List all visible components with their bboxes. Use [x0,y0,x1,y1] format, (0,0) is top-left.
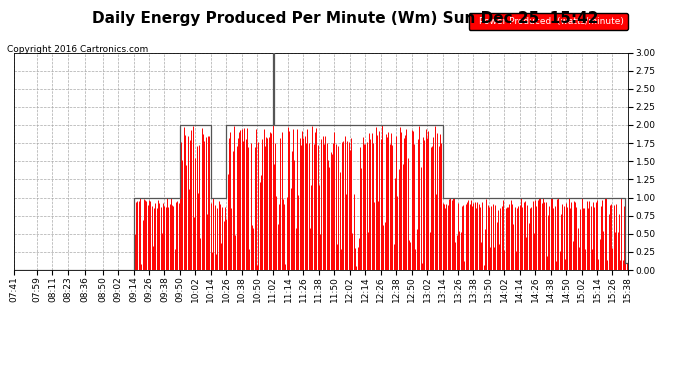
Text: Copyright 2016 Cartronics.com: Copyright 2016 Cartronics.com [7,45,148,54]
Text: Daily Energy Produced Per Minute (Wm) Sun Dec 25  15:42: Daily Energy Produced Per Minute (Wm) Su… [92,11,598,26]
Legend: Power Produced  (watts/minute): Power Produced (watts/minute) [469,13,628,30]
